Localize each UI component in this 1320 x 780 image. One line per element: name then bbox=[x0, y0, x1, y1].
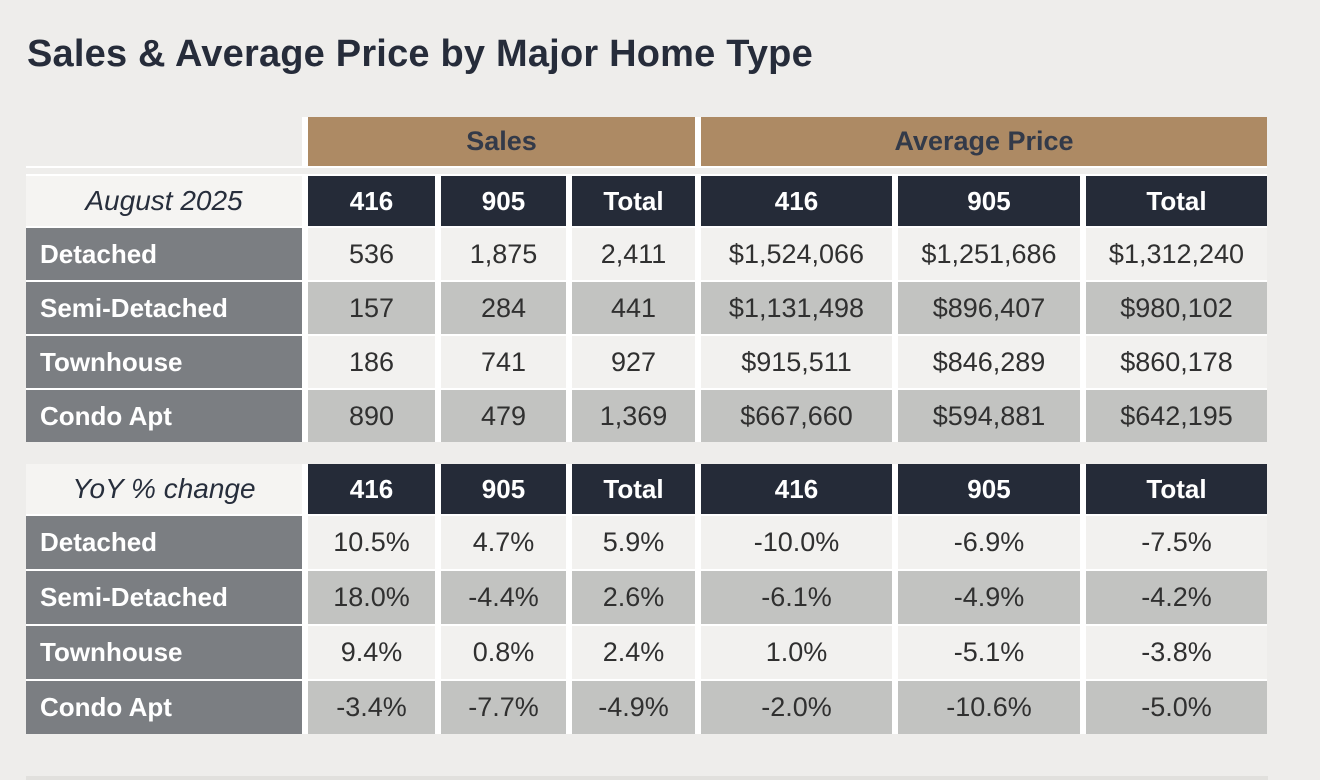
row-label: Detached bbox=[26, 516, 302, 569]
cell-price-total: $642,195 bbox=[1086, 390, 1267, 442]
cell-sales-total: 441 bbox=[572, 282, 695, 334]
band-gap-spacer bbox=[26, 168, 1267, 174]
cell-price-416: $1,131,498 bbox=[701, 282, 892, 334]
cell-price-total: -4.2% bbox=[1086, 571, 1267, 624]
row-label: Townhouse bbox=[26, 336, 302, 388]
cell-sales-416: 536 bbox=[308, 228, 435, 280]
row-label: Semi-Detached bbox=[26, 571, 302, 624]
cell-price-416: -10.0% bbox=[701, 516, 892, 569]
cell-price-total: $860,178 bbox=[1086, 336, 1267, 388]
cell-price-416: 1.0% bbox=[701, 626, 892, 679]
row-label: Condo Apt bbox=[26, 390, 302, 442]
sales-group-header: Sales bbox=[308, 117, 695, 166]
cell-sales-416: 890 bbox=[308, 390, 435, 442]
cell-price-416: $1,524,066 bbox=[701, 228, 892, 280]
cell-price-total: $980,102 bbox=[1086, 282, 1267, 334]
col-header-price-total: Total bbox=[1086, 464, 1267, 514]
cell-sales-total: 2.6% bbox=[572, 571, 695, 624]
col-header-price-416: 416 bbox=[701, 176, 892, 226]
cell-sales-905: 1,875 bbox=[441, 228, 566, 280]
cell-price-905: -6.9% bbox=[898, 516, 1080, 569]
col-header-price-905: 905 bbox=[898, 464, 1080, 514]
cell-sales-905: 4.7% bbox=[441, 516, 566, 569]
cell-sales-total: 2,411 bbox=[572, 228, 695, 280]
cell-price-416: $667,660 bbox=[701, 390, 892, 442]
cell-price-905: -5.1% bbox=[898, 626, 1080, 679]
cell-sales-416: 186 bbox=[308, 336, 435, 388]
row-label: Condo Apt bbox=[26, 681, 302, 734]
col-header-price-905: 905 bbox=[898, 176, 1080, 226]
page-title: Sales & Average Price by Major Home Type bbox=[27, 33, 813, 75]
cell-sales-total: 5.9% bbox=[572, 516, 695, 569]
cell-sales-905: 741 bbox=[441, 336, 566, 388]
cell-sales-905: 479 bbox=[441, 390, 566, 442]
cell-sales-905: -7.7% bbox=[441, 681, 566, 734]
col-header-sales-total: Total bbox=[572, 464, 695, 514]
cell-price-total: $1,312,240 bbox=[1086, 228, 1267, 280]
cell-price-416: $915,511 bbox=[701, 336, 892, 388]
cell-sales-total: -4.9% bbox=[572, 681, 695, 734]
cell-price-905: $1,251,686 bbox=[898, 228, 1080, 280]
col-header-price-total: Total bbox=[1086, 176, 1267, 226]
cell-price-total: -3.8% bbox=[1086, 626, 1267, 679]
cell-price-905: $846,289 bbox=[898, 336, 1080, 388]
period-label-august-2025: August 2025 bbox=[26, 176, 302, 226]
cell-sales-total: 1,369 bbox=[572, 390, 695, 442]
cell-sales-905: 0.8% bbox=[441, 626, 566, 679]
cell-sales-416: 10.5% bbox=[308, 516, 435, 569]
col-header-price-416: 416 bbox=[701, 464, 892, 514]
cell-sales-416: 18.0% bbox=[308, 571, 435, 624]
col-header-sales-905: 905 bbox=[441, 464, 566, 514]
cell-sales-416: 157 bbox=[308, 282, 435, 334]
cell-price-416: -6.1% bbox=[701, 571, 892, 624]
row-label: Detached bbox=[26, 228, 302, 280]
cell-price-905: $594,881 bbox=[898, 390, 1080, 442]
cell-price-total: -5.0% bbox=[1086, 681, 1267, 734]
yoy-table: YoY % change 416 905 Total 416 905 Total… bbox=[26, 464, 1267, 734]
cropped-next-section-edge bbox=[26, 776, 1268, 780]
cell-price-total: -7.5% bbox=[1086, 516, 1267, 569]
average-price-group-header: Average Price bbox=[701, 117, 1267, 166]
period-label-yoy-change: YoY % change bbox=[26, 464, 302, 514]
cell-sales-905: 284 bbox=[441, 282, 566, 334]
cell-sales-416: -3.4% bbox=[308, 681, 435, 734]
cell-sales-416: 9.4% bbox=[308, 626, 435, 679]
row-label: Semi-Detached bbox=[26, 282, 302, 334]
cell-price-416: -2.0% bbox=[701, 681, 892, 734]
cell-sales-total: 2.4% bbox=[572, 626, 695, 679]
col-header-sales-total: Total bbox=[572, 176, 695, 226]
monthly-table: Sales Average Price August 2025 416 905 … bbox=[26, 117, 1267, 442]
cell-sales-total: 927 bbox=[572, 336, 695, 388]
cell-price-905: -4.9% bbox=[898, 571, 1080, 624]
col-header-sales-416: 416 bbox=[308, 464, 435, 514]
cell-price-905: -10.6% bbox=[898, 681, 1080, 734]
row-label: Townhouse bbox=[26, 626, 302, 679]
cell-sales-905: -4.4% bbox=[441, 571, 566, 624]
col-header-sales-905: 905 bbox=[441, 176, 566, 226]
cell-price-905: $896,407 bbox=[898, 282, 1080, 334]
col-header-sales-416: 416 bbox=[308, 176, 435, 226]
corner-spacer bbox=[26, 117, 302, 166]
